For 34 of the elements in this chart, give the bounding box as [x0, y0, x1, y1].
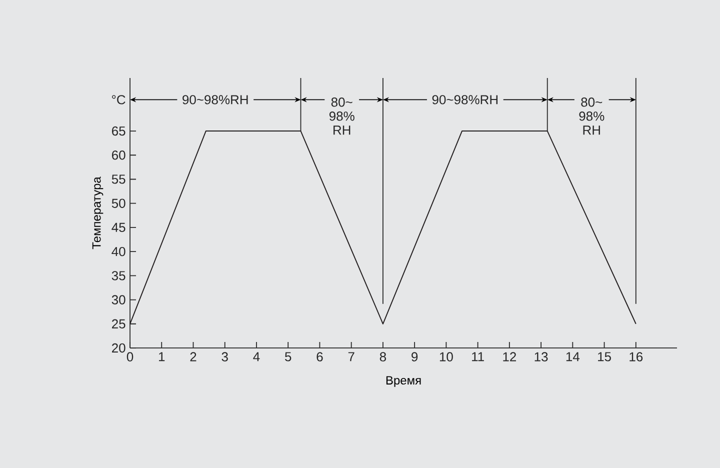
y-tick-label: 50 [112, 198, 126, 208]
x-tick-label: 1 [159, 352, 165, 362]
y-tick-label: 35 [112, 271, 126, 280]
y-tick-label: 25 [112, 319, 126, 328]
x-tick-label: 12 [503, 352, 516, 362]
y-tick-label: 65 [112, 126, 126, 136]
text: °C [112, 95, 126, 104]
x-tick-label: 2 [190, 352, 196, 362]
x-tick-label: 10 [440, 352, 453, 362]
y-tick-label: 45 [112, 222, 126, 232]
y-axis-title: Температура [92, 176, 104, 250]
annotation: 90~98%RH [432, 95, 498, 104]
x-tick-label: 6 [316, 352, 323, 362]
x-tick-label: 0 [126, 352, 134, 362]
y-tick-label: 60 [112, 150, 126, 160]
x-tick-label: 13 [534, 352, 548, 362]
x-tick-label: 14 [566, 352, 580, 362]
x-tick-label: 5 [285, 352, 292, 362]
x-tick-label: 8 [380, 352, 386, 362]
annotation: 90~98%RH [182, 95, 248, 104]
annotation: 80~ 98% RH [579, 98, 604, 135]
x-tick-label: 7 [348, 352, 354, 362]
annotation: 80~ 98% RH [329, 98, 354, 135]
x-axis-title: Время [386, 376, 421, 387]
x-tick-label: 4 [253, 352, 260, 362]
x-tick-label: 9 [412, 352, 418, 362]
x-tick-label: 16 [630, 352, 643, 362]
y-tick-label: 20 [112, 343, 126, 353]
y-tick-label: 40 [112, 246, 126, 256]
x-tick-label: 15 [598, 352, 611, 362]
x-tick-label: 11 [472, 352, 484, 362]
y-tick-label: 55 [112, 174, 126, 184]
y-tick-label: 30 [112, 295, 126, 304]
x-tick-label: 3 [222, 352, 228, 362]
